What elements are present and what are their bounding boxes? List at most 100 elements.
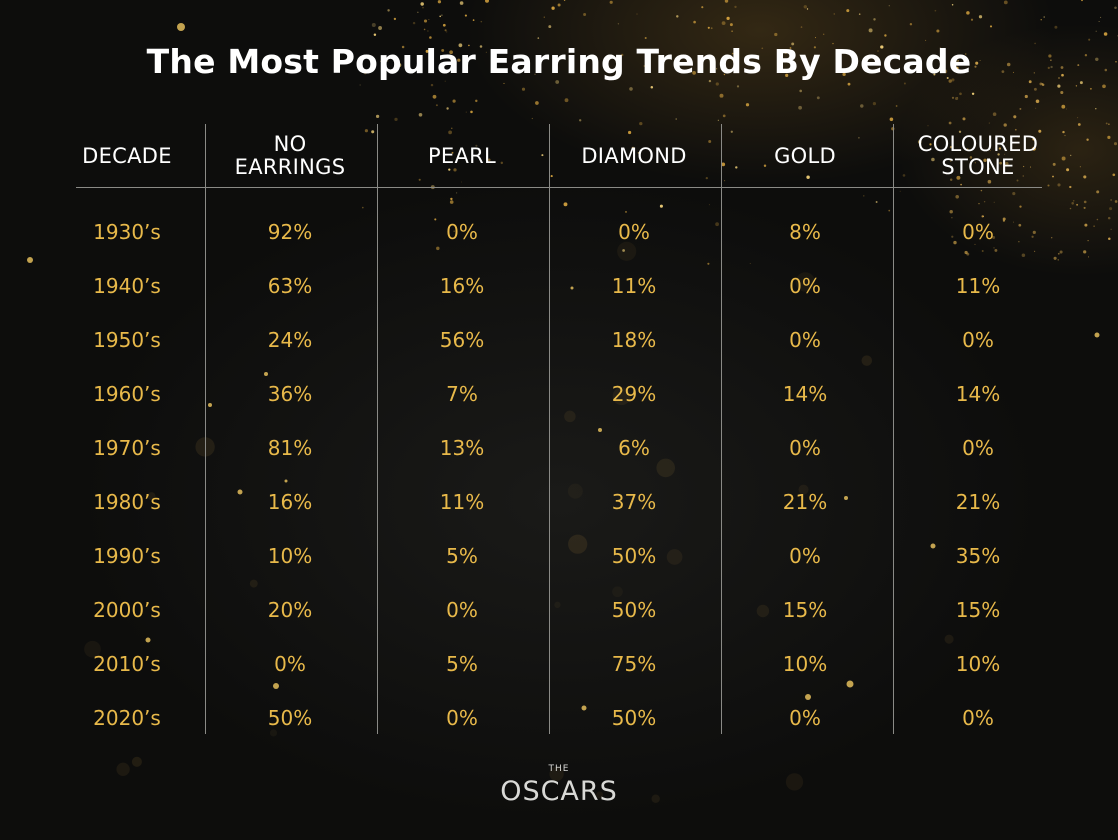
sparkle-dot [1061, 73, 1064, 77]
sparkle-dot [999, 161, 1003, 165]
sparkle-dot [955, 66, 959, 71]
sparkle-dot [708, 140, 712, 143]
sparkle-dot [594, 57, 596, 59]
sparkle-dot [371, 130, 375, 134]
value-cell: 50% [611, 544, 657, 568]
sparkle-dot [621, 53, 624, 57]
sparkle-dot [1100, 16, 1102, 18]
sparkle-dot [903, 82, 906, 85]
sparkle-dot [949, 160, 952, 162]
sparkle-dot [989, 150, 991, 152]
sparkle-dot [1032, 230, 1036, 234]
value-cell: 14% [955, 382, 1001, 406]
sparkle-dot [617, 241, 637, 261]
sparkle-dot [895, 105, 898, 107]
sparkle-dot [1072, 199, 1075, 202]
value-cell: 0% [789, 328, 821, 352]
sparkle-dot [884, 34, 887, 37]
sparkle-dot [1077, 123, 1081, 126]
sparkle-dot [452, 99, 456, 103]
sparkle-dot [948, 79, 952, 83]
sparkle-dot [805, 694, 811, 700]
sparkle-dot [537, 37, 540, 39]
sparkle-dot [1060, 66, 1064, 69]
sparkle-dot [724, 0, 729, 3]
value-cell: 24% [267, 328, 313, 352]
sparkle-dot [662, 55, 663, 56]
sparkle-dot [992, 235, 996, 240]
column-header-no-earrings: NO EARRINGS [234, 132, 346, 179]
sparkle-dot [1075, 85, 1078, 87]
sparkle-dot [1028, 80, 1032, 84]
sparkle-dot [569, 49, 571, 52]
sparkle-dot [456, 192, 458, 194]
sparkle-dot [705, 176, 708, 180]
sparkle-dot [981, 215, 984, 218]
sparkle-dot [177, 23, 185, 31]
sparkle-dot [708, 204, 710, 206]
sparkle-dot [249, 579, 258, 588]
sparkle-dot [1084, 223, 1088, 227]
sparkle-dot [1021, 253, 1026, 258]
sparkle-dot [1069, 185, 1072, 189]
sparkle-dot [442, 23, 446, 27]
sparkle-dot [480, 20, 483, 23]
sparkle-dot [970, 18, 974, 21]
sparkle-dot [983, 158, 987, 163]
sparkle-dot [1096, 190, 1100, 194]
sparkle-dot [548, 25, 552, 29]
sparkle-dot [795, 272, 816, 292]
sparkle-dot [1086, 138, 1089, 141]
sparkle-dot [449, 200, 454, 204]
sparkle-dot [1098, 20, 1100, 23]
sparkle-dot [955, 60, 960, 64]
sparkle-dot [545, 56, 549, 59]
sparkle-dot [1109, 207, 1113, 211]
value-cell: 15% [782, 598, 828, 622]
sparkle-dot [394, 117, 398, 122]
sparkle-dot [888, 5, 890, 7]
sparkle-dot [721, 162, 726, 167]
sparkle-dot [429, 69, 431, 71]
sparkle-dot [951, 3, 954, 6]
sparkle-dot [1083, 200, 1087, 204]
sparkle-dot [717, 119, 719, 121]
sparkle-dot [485, 0, 489, 3]
sparkle-dot [731, 57, 735, 61]
sparkle-dot [643, 65, 646, 67]
sparkle-dot [1016, 179, 1019, 182]
sparkle-dot [813, 46, 817, 49]
value-cell: 21% [782, 490, 828, 514]
sparkle-dot [420, 2, 424, 6]
sparkle-dot [988, 122, 990, 124]
sparkle-dot [464, 14, 467, 17]
sparkle-dot [1102, 84, 1106, 89]
sparkle-dot [637, 152, 640, 154]
sparkle-dot [872, 101, 877, 106]
sparkle-dot [974, 65, 977, 68]
sparkle-dot [441, 14, 443, 16]
sparkle-dot [979, 60, 981, 61]
sparkle-dot [485, 51, 487, 53]
sparkle-dot [1006, 62, 1011, 67]
sparkle-dot [774, 32, 778, 37]
sparkle-dot [1043, 16, 1045, 18]
sparkle-dot [987, 173, 989, 175]
sparkle-dot [951, 96, 955, 99]
sparkle-dot [1051, 237, 1053, 239]
sparkle-dot [1061, 104, 1066, 109]
sparkle-dot [444, 29, 447, 32]
sparkle-dot [958, 130, 962, 133]
column-header-diamond: DIAMOND [581, 143, 687, 168]
sparkle-dot [701, 6, 704, 9]
sparkle-dot [997, 153, 1000, 156]
sparkle-dot [873, 18, 876, 21]
value-cell: 0% [962, 436, 994, 460]
sparkle-dot [1081, 0, 1083, 2]
sparkle-dot [722, 114, 726, 118]
sparkle-dot [563, 0, 566, 1]
sparkle-dot [877, 50, 879, 52]
sparkle-dot [465, 62, 469, 66]
